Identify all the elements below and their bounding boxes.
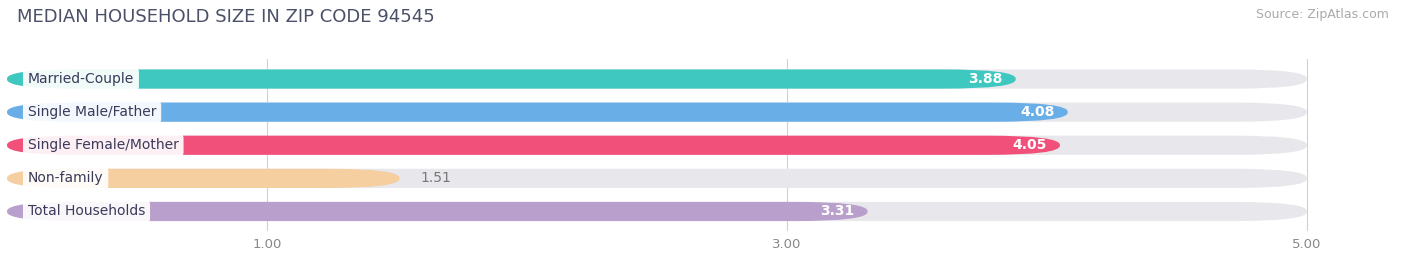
Text: 3.88: 3.88 bbox=[969, 72, 1002, 86]
Text: 4.05: 4.05 bbox=[1012, 138, 1047, 152]
Text: MEDIAN HOUSEHOLD SIZE IN ZIP CODE 94545: MEDIAN HOUSEHOLD SIZE IN ZIP CODE 94545 bbox=[17, 8, 434, 26]
Text: Married-Couple: Married-Couple bbox=[28, 72, 134, 86]
FancyBboxPatch shape bbox=[7, 136, 1308, 155]
FancyBboxPatch shape bbox=[7, 202, 1308, 221]
FancyBboxPatch shape bbox=[7, 69, 1308, 89]
FancyBboxPatch shape bbox=[7, 202, 868, 221]
Text: Total Households: Total Households bbox=[28, 204, 145, 218]
FancyBboxPatch shape bbox=[7, 169, 1308, 188]
Text: 4.08: 4.08 bbox=[1021, 105, 1054, 119]
FancyBboxPatch shape bbox=[7, 102, 1067, 122]
FancyBboxPatch shape bbox=[7, 69, 1015, 89]
Text: 3.31: 3.31 bbox=[820, 204, 855, 218]
FancyBboxPatch shape bbox=[7, 136, 1060, 155]
Text: Single Female/Mother: Single Female/Mother bbox=[28, 138, 179, 152]
Text: Source: ZipAtlas.com: Source: ZipAtlas.com bbox=[1256, 8, 1389, 21]
FancyBboxPatch shape bbox=[7, 102, 1308, 122]
Text: Non-family: Non-family bbox=[28, 171, 104, 185]
FancyBboxPatch shape bbox=[7, 169, 399, 188]
Text: 1.51: 1.51 bbox=[420, 171, 451, 185]
Text: Single Male/Father: Single Male/Father bbox=[28, 105, 156, 119]
